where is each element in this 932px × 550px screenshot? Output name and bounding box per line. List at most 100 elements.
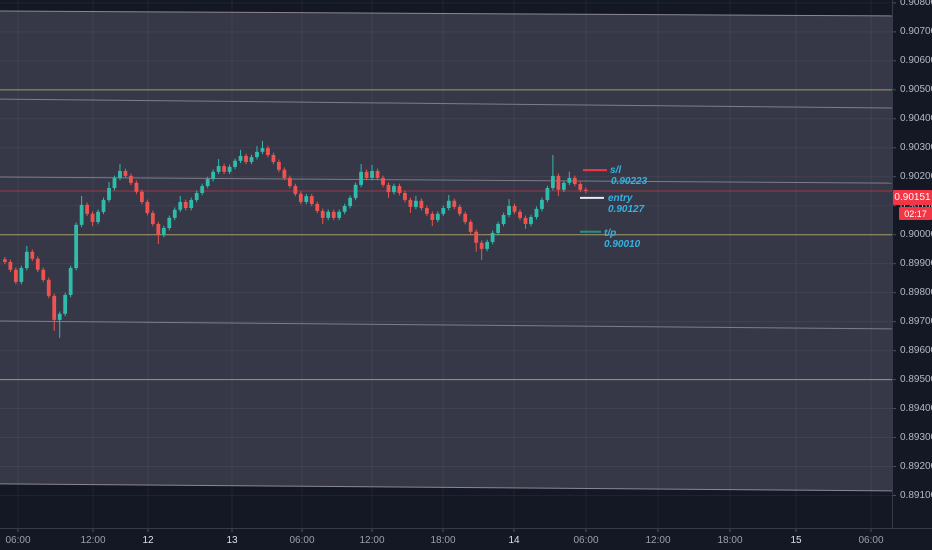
down-candle: [46, 279, 51, 296]
down-candle: [523, 217, 528, 224]
time-axis-day-label: 14: [508, 535, 520, 546]
up-candle: [540, 199, 544, 209]
up-candle: [485, 241, 490, 249]
channel-line-upper-bound[interactable]: [0, 10, 893, 17]
down-candle: [85, 204, 89, 214]
up-candle: [337, 211, 342, 218]
stop-loss-label[interactable]: s/l: [610, 165, 622, 176]
down-candle: [156, 223, 161, 235]
up-candle: [348, 197, 353, 207]
up-candle: [392, 186, 396, 193]
down-candle: [277, 161, 281, 170]
time-axis-label: 06:00: [289, 535, 315, 546]
up-candle: [63, 294, 68, 314]
channel-line-inner[interactable]: [0, 176, 893, 184]
time-axis-label: 06:00: [858, 535, 884, 546]
down-candle: [298, 193, 303, 202]
up-candle: [227, 166, 232, 172]
up-candle: [260, 148, 265, 152]
up-candle: [441, 208, 446, 214]
down-candle: [474, 231, 479, 243]
up-candle: [79, 204, 84, 225]
down-candle: [572, 177, 577, 184]
down-candle: [556, 175, 561, 190]
down-candle: [134, 182, 139, 192]
down-candle: [578, 183, 583, 190]
down-candle: [309, 196, 314, 204]
up-candle: [561, 182, 566, 190]
down-candle: [3, 259, 7, 262]
up-candle: [496, 223, 500, 233]
up-candle: [96, 211, 100, 222]
down-candle: [123, 170, 128, 176]
down-candle: [512, 206, 517, 212]
up-candle: [370, 170, 374, 178]
stop-loss-value: 0.90223: [611, 176, 648, 187]
time-axis-label: 12:00: [80, 535, 106, 546]
down-candle: [282, 169, 287, 178]
take-profit-label[interactable]: t/p: [604, 228, 617, 239]
time-axis-day-label: 13: [226, 535, 238, 546]
candles: [3, 140, 588, 338]
up-candle: [529, 217, 533, 224]
up-candle: [446, 200, 451, 209]
down-candle: [41, 269, 46, 280]
up-candle: [200, 186, 205, 193]
down-candle: [364, 171, 369, 178]
down-candle: [315, 203, 320, 211]
time-axis-label: 12:00: [359, 535, 385, 546]
down-candle: [457, 206, 462, 214]
down-candle: [518, 211, 522, 218]
channel-line-inner[interactable]: [0, 320, 893, 330]
time-axis[interactable]: 06:00 12:00 12 13 06:00 12:00 18:00 14 06:00 12:0…: [0, 528, 932, 550]
down-candle: [375, 170, 380, 178]
up-candle: [189, 199, 194, 209]
up-candle: [501, 214, 506, 224]
up-candle: [435, 213, 440, 220]
down-candle: [293, 186, 298, 194]
time-axis-label: 12:00: [645, 535, 671, 546]
channel-line-lower-bound[interactable]: [0, 483, 893, 492]
channel-zone[interactable]: [0, 11, 892, 491]
up-candle: [118, 170, 122, 178]
up-candle: [101, 199, 106, 212]
up-candle: [19, 268, 24, 282]
up-candle: [255, 151, 259, 158]
down-candle: [408, 199, 413, 207]
up-candle: [490, 232, 495, 242]
up-candle: [57, 313, 62, 320]
down-candle: [150, 212, 155, 224]
down-candle: [419, 200, 424, 209]
down-candle: [35, 258, 40, 270]
up-candle: [233, 160, 237, 167]
up-candle: [24, 251, 29, 269]
up-candle: [107, 188, 111, 200]
entry-label[interactable]: entry: [608, 193, 633, 204]
down-candle: [52, 295, 57, 320]
up-candle: [194, 192, 199, 200]
down-candle: [479, 242, 484, 249]
down-candle: [452, 200, 457, 207]
up-candle: [342, 206, 347, 212]
down-candle: [244, 155, 248, 162]
up-candle: [238, 155, 243, 161]
up-candle: [161, 228, 166, 235]
down-candle: [90, 213, 95, 222]
channel-line-inner[interactable]: [0, 98, 893, 109]
down-candle: [397, 186, 402, 193]
down-candle: [287, 177, 292, 187]
